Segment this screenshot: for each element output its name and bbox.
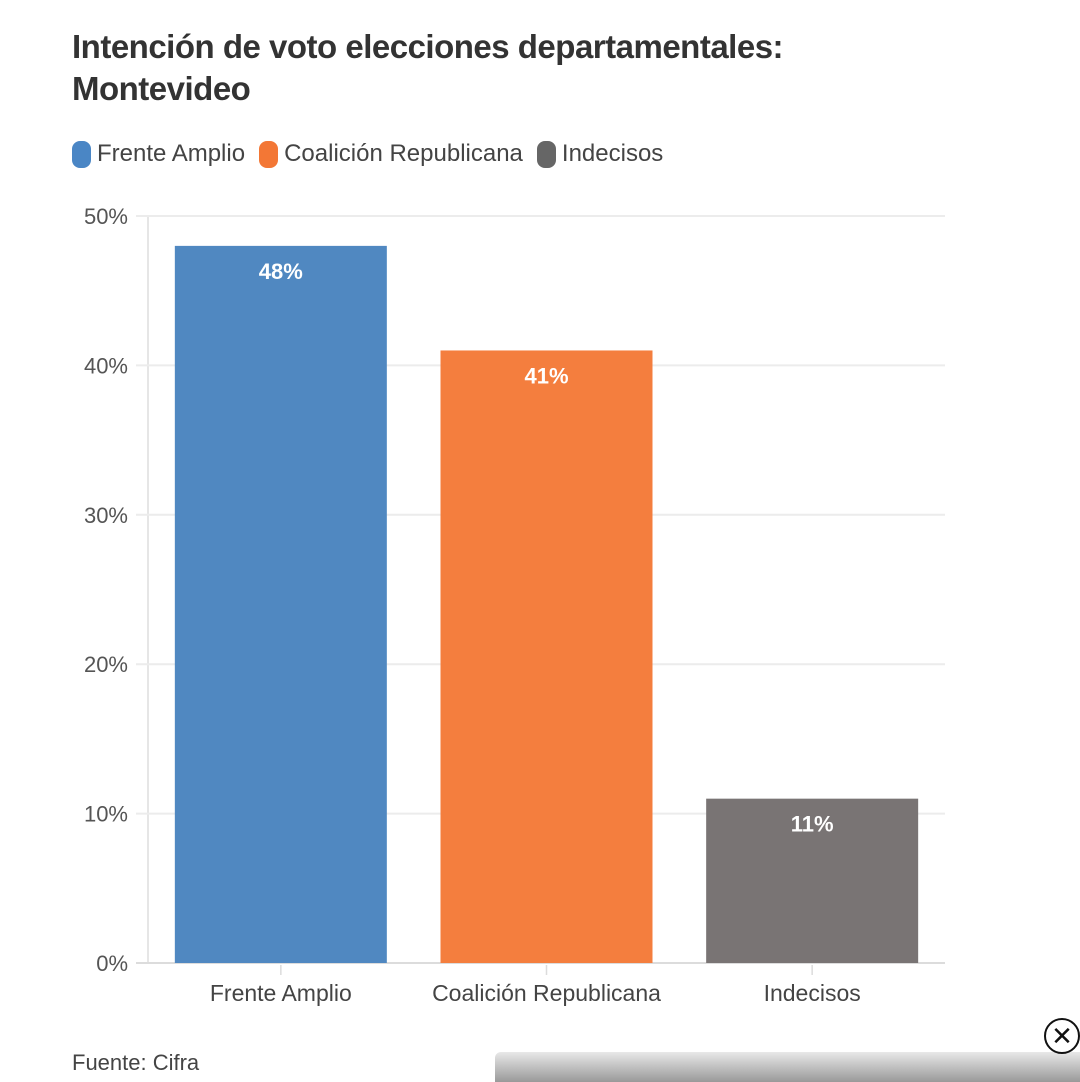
legend-swatch (536, 140, 556, 168)
legend-swatch (259, 140, 279, 168)
chart-title-line1: Intención de voto elecciones departament… (72, 28, 784, 65)
x-tick-label: Indecisos (764, 980, 861, 1006)
legend-swatch (72, 140, 91, 168)
data-label: 48% (259, 259, 303, 284)
bar (174, 245, 387, 963)
bar (706, 798, 919, 963)
source-note: Fuente: Cifra (72, 1050, 200, 1075)
y-tick-label: 30% (84, 503, 128, 528)
y-tick-label: 40% (84, 353, 128, 378)
y-tick-label: 10% (84, 802, 128, 827)
x-tick-label: Frente Amplio (210, 980, 352, 1006)
y-tick-label: 50% (84, 204, 128, 229)
x-tick-label: Coalición Republicana (432, 980, 661, 1006)
bar (440, 350, 653, 964)
legend-item-indecisos: Indecisos (536, 140, 664, 168)
bar-chart: 0% 10% 20% 30% 40% 50% 48% Frente Amplio 41% Coal… (84, 204, 945, 1006)
legend-label: Frente Amplio (97, 140, 246, 167)
legend-label: Coalición Republicana (284, 140, 523, 167)
chart-title-line2: Montevideo (72, 70, 251, 107)
y-tick-label: 0% (96, 951, 128, 976)
chart-title: Intención de voto elecciones departament… (72, 26, 972, 110)
bottom-sheet-edge (495, 1052, 1080, 1082)
legend-label: Indecisos (561, 140, 664, 167)
data-label: 11% (791, 812, 834, 837)
close-icon[interactable]: ✕ (1044, 1018, 1080, 1054)
legend-item-coalicion-republicana: Coalición Republicana (259, 140, 523, 168)
data-label: 41% (524, 363, 568, 388)
y-tick-label: 20% (84, 652, 128, 677)
legend: Frente Amplio Coalición Republicana Inde… (72, 140, 677, 168)
legend-item-frente-amplio: Frente Amplio (72, 140, 245, 168)
